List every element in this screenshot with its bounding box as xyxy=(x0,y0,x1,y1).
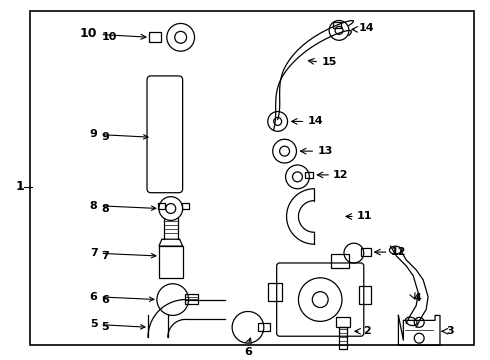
Text: 5: 5 xyxy=(101,322,109,332)
Bar xyxy=(159,246,183,278)
Bar xyxy=(158,203,165,208)
Text: 9: 9 xyxy=(101,132,109,142)
Bar xyxy=(359,286,371,303)
Text: 6: 6 xyxy=(90,292,154,302)
Text: 2: 2 xyxy=(363,326,370,336)
Bar xyxy=(331,254,349,268)
Text: 5: 5 xyxy=(90,319,145,329)
Bar xyxy=(268,283,282,301)
Text: 8: 8 xyxy=(101,203,109,213)
Text: 6: 6 xyxy=(244,347,252,357)
Text: 11: 11 xyxy=(357,211,372,221)
Text: 13: 13 xyxy=(317,146,333,156)
Bar xyxy=(149,32,161,42)
Text: 12: 12 xyxy=(391,247,406,257)
Bar xyxy=(361,248,371,256)
Bar xyxy=(336,318,350,327)
Text: 12: 12 xyxy=(333,170,348,180)
Bar xyxy=(339,327,347,349)
Text: 10: 10 xyxy=(80,27,146,40)
Text: 8: 8 xyxy=(90,201,156,211)
Text: 6: 6 xyxy=(101,294,109,305)
Text: 7: 7 xyxy=(90,248,156,258)
Text: 10: 10 xyxy=(101,32,117,42)
Text: 14: 14 xyxy=(307,116,323,126)
Bar xyxy=(185,294,198,303)
Text: 14: 14 xyxy=(359,23,374,33)
Text: 3: 3 xyxy=(446,326,454,336)
Text: 4: 4 xyxy=(413,293,421,303)
Bar xyxy=(333,22,341,28)
Text: 9: 9 xyxy=(90,129,148,139)
Bar xyxy=(258,323,270,331)
Bar xyxy=(182,203,189,208)
Text: 7: 7 xyxy=(101,251,109,261)
Text: 1: 1 xyxy=(16,180,24,193)
Text: 15: 15 xyxy=(321,57,337,67)
Bar xyxy=(305,172,313,178)
